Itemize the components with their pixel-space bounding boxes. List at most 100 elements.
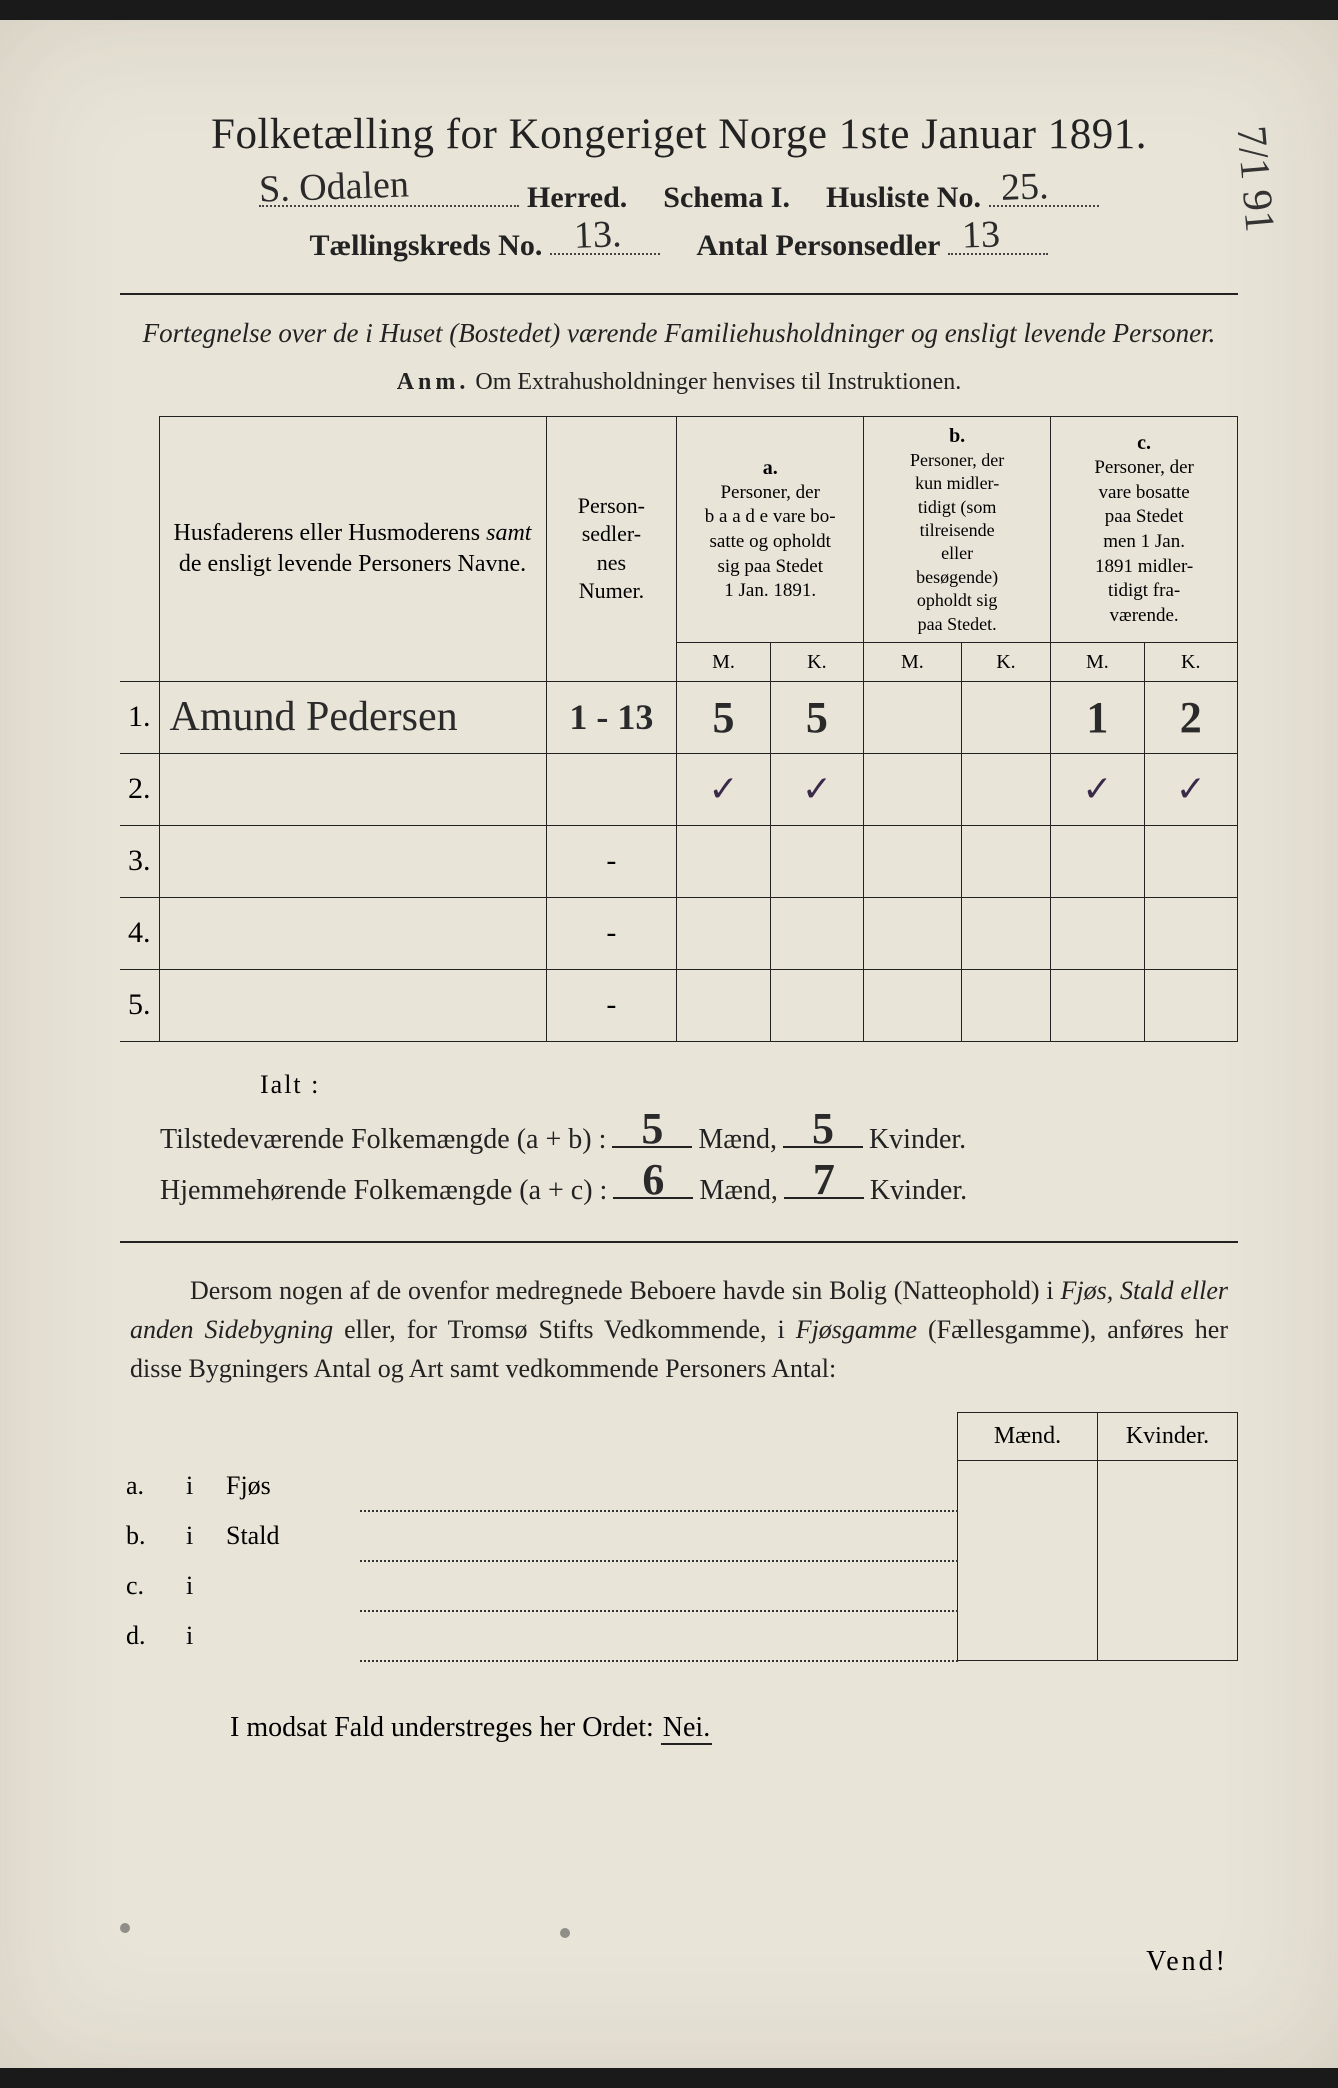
side-m — [958, 1561, 1098, 1611]
side-m — [958, 1461, 1098, 1511]
a-k-cell — [770, 897, 863, 969]
side-type — [220, 1561, 360, 1611]
anm-text: Om Extrahusholdninger henvises til Instr… — [475, 369, 961, 395]
side-dots — [360, 1461, 958, 1511]
b-m-cell — [864, 969, 962, 1041]
a-k-cell — [770, 969, 863, 1041]
row-number: 5. — [120, 969, 159, 1041]
a-m-cell — [677, 897, 770, 969]
num-cell — [546, 753, 677, 825]
table-row: 1. Amund Pedersen 1 - 13 5 5 1 2 — [120, 681, 1238, 753]
b-m-cell — [864, 753, 962, 825]
side-row: a. i Fjøs — [120, 1461, 1238, 1511]
side-dots — [360, 1561, 958, 1611]
table-row: 3. - — [120, 825, 1238, 897]
name-cell — [159, 897, 546, 969]
row-number: 4. — [120, 897, 159, 969]
num-cell: 1 - 13 — [546, 681, 677, 753]
col-b-k: K. — [961, 642, 1050, 681]
census-form-page: Folketælling for Kongeriget Norge 1ste J… — [0, 20, 1338, 2068]
col-b-header: b. Personer, derkun midler-tidigt (somti… — [864, 416, 1051, 642]
name-cell — [159, 825, 546, 897]
row-number: 1. — [120, 681, 159, 753]
b-k-cell — [961, 825, 1050, 897]
totals-tilstede: Tilstedeværende Folkemængde (a + b) : 5 … — [160, 1114, 1238, 1156]
row-number: 2. — [120, 753, 159, 825]
col-name-header: Husfaderens eller Husmoderens samt de en… — [159, 416, 546, 681]
a-k-cell — [770, 825, 863, 897]
a-m-cell: 5 — [677, 681, 770, 753]
side-row: d. i — [120, 1611, 1238, 1661]
side-k — [1098, 1461, 1238, 1511]
a-m-cell — [677, 969, 770, 1041]
schema-label: Schema I. — [663, 181, 790, 215]
side-type — [220, 1611, 360, 1661]
side-buildings-table: Mænd. Kvinder. a. i Fjøs b. i Stald c. i… — [120, 1412, 1238, 1662]
maend-label-2: Mænd, — [699, 1175, 778, 1207]
col-a-m: M. — [677, 642, 770, 681]
header-line-1: S. Odalen Herred. Schema I. Husliste No.… — [120, 177, 1238, 215]
hjemme-label: Hjemmehørende Folkemængde (a + c) : — [160, 1175, 607, 1207]
margin-date-note: 7/1 91 — [1226, 124, 1283, 234]
kreds-value: 13. — [574, 212, 623, 258]
census-table: Husfaderens eller Husmoderens samt de en… — [120, 416, 1238, 1042]
side-lab: b. — [120, 1511, 180, 1561]
col-b-m: M. — [864, 642, 962, 681]
side-lab: c. — [120, 1561, 180, 1611]
anm-line: Anm. Om Extrahusholdninger henvises til … — [120, 369, 1238, 396]
a-k-cell: 5 — [770, 681, 863, 753]
page-title: Folketælling for Kongeriget Norge 1ste J… — [120, 110, 1238, 159]
ink-spot — [120, 1923, 130, 1933]
kreds-label: Tællingskreds No. — [310, 229, 543, 263]
b-k-cell — [961, 969, 1050, 1041]
c-k-cell — [1144, 825, 1237, 897]
a-k-cell: ✓ — [770, 753, 863, 825]
side-type: Stald — [220, 1511, 360, 1561]
modsat-line: I modsat Fald understreges her Ordet: Ne… — [230, 1712, 1238, 1744]
hjemme-k-field: 7 — [784, 1166, 864, 1200]
num-cell: - — [546, 969, 677, 1041]
side-k — [1098, 1511, 1238, 1561]
a-m-cell: ✓ — [677, 753, 770, 825]
row-number: 3. — [120, 825, 159, 897]
husliste-field: 25. — [989, 177, 1099, 207]
kvinder-label: Kvinder. — [869, 1124, 966, 1156]
c-m-cell — [1051, 825, 1144, 897]
personsedler-value: 13 — [962, 212, 1002, 257]
side-lab: a. — [120, 1461, 180, 1511]
col-a-k: K. — [770, 642, 863, 681]
maend-label: Mænd, — [698, 1124, 777, 1156]
c-m-cell: ✓ — [1051, 753, 1144, 825]
side-dots — [360, 1511, 958, 1561]
col-a-header: a. Personer, derb a a d e vare bo-satte … — [677, 416, 864, 642]
c-k-cell: ✓ — [1144, 753, 1237, 825]
ink-spot — [560, 1928, 570, 1938]
side-m — [958, 1611, 1098, 1661]
herred-value: S. Odalen — [258, 162, 409, 211]
side-row: c. i — [120, 1561, 1238, 1611]
herred-label: Herred. — [527, 181, 627, 215]
c-m-cell — [1051, 897, 1144, 969]
side-dots — [360, 1611, 958, 1661]
divider — [120, 293, 1238, 295]
divider-2 — [120, 1241, 1238, 1243]
b-m-cell — [864, 897, 962, 969]
name-cell: Amund Pedersen — [159, 681, 546, 753]
col-num-header: Person-sedler-nesNumer. — [546, 416, 677, 681]
side-i: i — [180, 1511, 220, 1561]
tilstede-m-field: 5 — [612, 1114, 692, 1148]
b-m-cell — [864, 825, 962, 897]
side-i: i — [180, 1561, 220, 1611]
personsedler-field: 13 — [948, 225, 1048, 255]
b-k-cell — [961, 681, 1050, 753]
table-row: 5. - — [120, 969, 1238, 1041]
side-type: Fjøs — [220, 1461, 360, 1511]
side-i: i — [180, 1461, 220, 1511]
kreds-field: 13. — [550, 225, 660, 255]
c-k-cell — [1144, 897, 1237, 969]
side-row: b. i Stald — [120, 1511, 1238, 1561]
col-c-k: K. — [1144, 642, 1237, 681]
ialt-label: Ialt : — [260, 1070, 1238, 1100]
husliste-value: 25. — [1000, 164, 1049, 210]
fortegnelse-text: Fortegnelse over de i Huset (Bostedet) v… — [120, 315, 1238, 353]
